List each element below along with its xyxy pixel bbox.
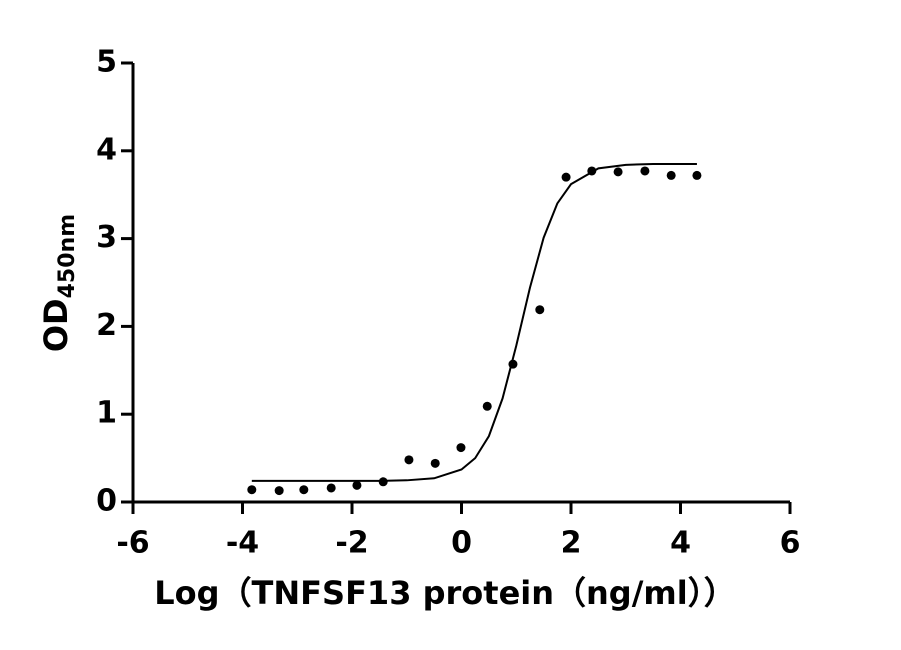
fit-curve: [251, 162, 697, 482]
x-tick-label: 0: [451, 526, 472, 561]
data-point: [482, 401, 492, 411]
data-point: [692, 170, 702, 180]
data-point: [456, 443, 466, 453]
y-tick-label: 2: [96, 308, 117, 343]
x-tick-label: 4: [670, 526, 691, 561]
data-point: [274, 486, 284, 496]
x-tick-label: 2: [561, 526, 582, 561]
data-point: [613, 167, 623, 177]
data-point: [561, 172, 571, 182]
data-point: [666, 170, 676, 180]
y-tick-label: 0: [96, 484, 117, 519]
y-tick-label: 4: [96, 132, 117, 167]
y-axis-label-main: OD: [37, 298, 75, 352]
data-point: [535, 305, 545, 315]
x-tick-label: 6: [780, 526, 801, 561]
x-tick-label: -2: [335, 526, 368, 561]
data-point: [404, 455, 414, 465]
data-point: [430, 458, 440, 468]
y-axis-label: OD450nm: [37, 214, 80, 352]
x-axis-label: Log（TNFSF13 protein（ng/ml））: [154, 574, 735, 612]
data-point: [640, 166, 650, 176]
y-tick-label: 1: [96, 396, 117, 431]
y-tick-label: 3: [96, 220, 117, 255]
y-axis-label-subscript: 450nm: [55, 214, 80, 299]
data-point: [299, 485, 309, 495]
x-tick-label: -4: [226, 526, 259, 561]
x-tick-label: -6: [116, 526, 149, 561]
y-tick-label: 5: [96, 45, 117, 80]
data-point: [326, 483, 336, 493]
data-point: [352, 480, 362, 490]
data-point: [247, 485, 257, 495]
